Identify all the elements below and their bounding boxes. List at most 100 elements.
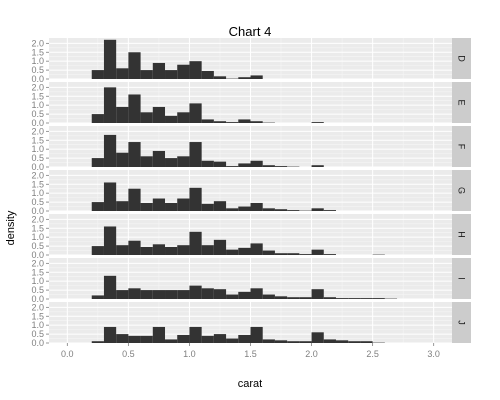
histogram-bar	[323, 297, 336, 299]
histogram-bar	[189, 61, 202, 79]
histogram-bar	[360, 298, 373, 299]
histogram-bar	[165, 202, 178, 211]
facet-strip-label: H	[457, 231, 467, 238]
facet-strip-label: E	[457, 99, 467, 105]
histogram-bar	[238, 206, 251, 211]
facet-strip-label: J	[457, 320, 467, 325]
histogram-bar	[103, 39, 117, 79]
y-tick-label: 1.0	[31, 144, 44, 154]
histogram-bar	[177, 245, 190, 255]
facet-strip-label: G	[457, 187, 467, 194]
facet-panel-F: 0.00.51.01.52.0 F	[31, 126, 471, 172]
histogram-bar	[116, 334, 129, 343]
histogram-bar	[250, 243, 263, 255]
histogram-bar	[140, 290, 153, 299]
histogram-bar	[213, 334, 227, 343]
histogram-bar	[165, 115, 178, 123]
histogram-bar	[177, 64, 190, 79]
histogram-bar	[201, 70, 214, 79]
histogram-bar	[372, 298, 385, 299]
histogram-bar	[128, 142, 141, 167]
histogram-bar	[299, 254, 312, 255]
histogram-bar	[152, 244, 166, 255]
histogram-bar	[128, 288, 141, 299]
histogram-bar	[335, 298, 349, 299]
histogram-bar	[250, 288, 263, 299]
histogram-bar	[152, 198, 166, 211]
y-tick-label: 0.0	[31, 74, 44, 84]
histogram-bar	[165, 70, 178, 79]
histogram-bar	[226, 249, 239, 255]
y-tick-label: 0.5	[31, 285, 44, 295]
histogram-bar	[262, 250, 275, 255]
histogram-bar	[262, 208, 275, 211]
histogram-bar	[226, 338, 239, 343]
y-tick-label: 0.0	[31, 162, 44, 172]
histogram-bar	[274, 209, 288, 211]
histogram-bar	[177, 290, 190, 299]
histogram-bar	[177, 334, 190, 343]
histogram-bar	[152, 290, 166, 299]
y-tick-label: 0.5	[31, 109, 44, 119]
histogram-bar	[226, 122, 239, 123]
histogram-bar	[116, 290, 129, 299]
histogram-bar	[189, 285, 202, 299]
histogram-bar	[238, 291, 251, 299]
facet-strip	[452, 38, 471, 79]
histogram-bar	[140, 70, 153, 79]
histogram-bar	[189, 231, 202, 255]
histogram-bar	[250, 75, 263, 79]
histogram-bar	[128, 188, 141, 211]
histogram-bar	[201, 119, 214, 123]
histogram-bar	[274, 296, 288, 299]
histogram-bar	[262, 294, 275, 299]
histogram-bar	[103, 182, 117, 211]
facet-strip	[452, 258, 471, 299]
histogram-bar	[311, 165, 324, 167]
facet-panels: 0.00.51.01.52.0D0.00.51.01.52.0E0.00.51.…	[31, 38, 471, 348]
histogram-bar	[360, 341, 373, 343]
histogram-bar	[152, 62, 166, 79]
y-tick-label: 1.5	[31, 223, 44, 233]
y-tick-label: 1.0	[31, 232, 44, 242]
histogram-bar	[274, 253, 288, 255]
y-tick-label: 2.0	[31, 38, 44, 48]
y-tick-label: 0.5	[31, 65, 44, 75]
histogram-bar	[116, 245, 129, 255]
histogram-bar	[299, 341, 312, 343]
y-tick-label: 0.5	[31, 241, 44, 251]
histogram-bar	[311, 289, 324, 299]
histogram-bar	[250, 202, 263, 211]
histogram-bar	[116, 106, 129, 123]
histogram-bar	[238, 247, 251, 255]
histogram-bar	[287, 297, 300, 299]
y-tick-label: 2.0	[31, 170, 44, 180]
histogram-bar	[140, 246, 153, 255]
y-tick-label: 1.5	[31, 91, 44, 101]
histogram-bar	[238, 334, 251, 343]
y-tick-label: 1.5	[31, 267, 44, 277]
y-tick-label: 0.5	[31, 329, 44, 339]
histogram-bar	[91, 70, 104, 79]
x-tick-label: 3.0	[427, 349, 440, 359]
histogram-bar	[213, 239, 227, 255]
x-tick-label: 0.5	[122, 349, 135, 359]
histogram-bar	[250, 326, 263, 343]
histogram-bar	[274, 166, 288, 167]
histogram-bar	[311, 249, 324, 255]
histogram-bar	[250, 121, 263, 123]
histogram-bar	[213, 161, 227, 167]
histogram-bar	[177, 112, 190, 123]
y-tick-label: 0.0	[31, 338, 44, 348]
histogram-bar	[152, 150, 166, 167]
facet-panel-I: 0.00.51.01.52.0 I	[31, 258, 471, 304]
facet-strip-label: D	[457, 55, 467, 62]
histogram-bar	[189, 326, 202, 343]
y-tick-label: 1.5	[31, 179, 44, 189]
x-tick-label: 0.0	[61, 349, 74, 359]
y-tick-label: 0.0	[31, 294, 44, 304]
histogram-bar	[201, 288, 214, 299]
y-axis-title: density	[5, 210, 17, 245]
histogram-bar	[128, 94, 141, 123]
